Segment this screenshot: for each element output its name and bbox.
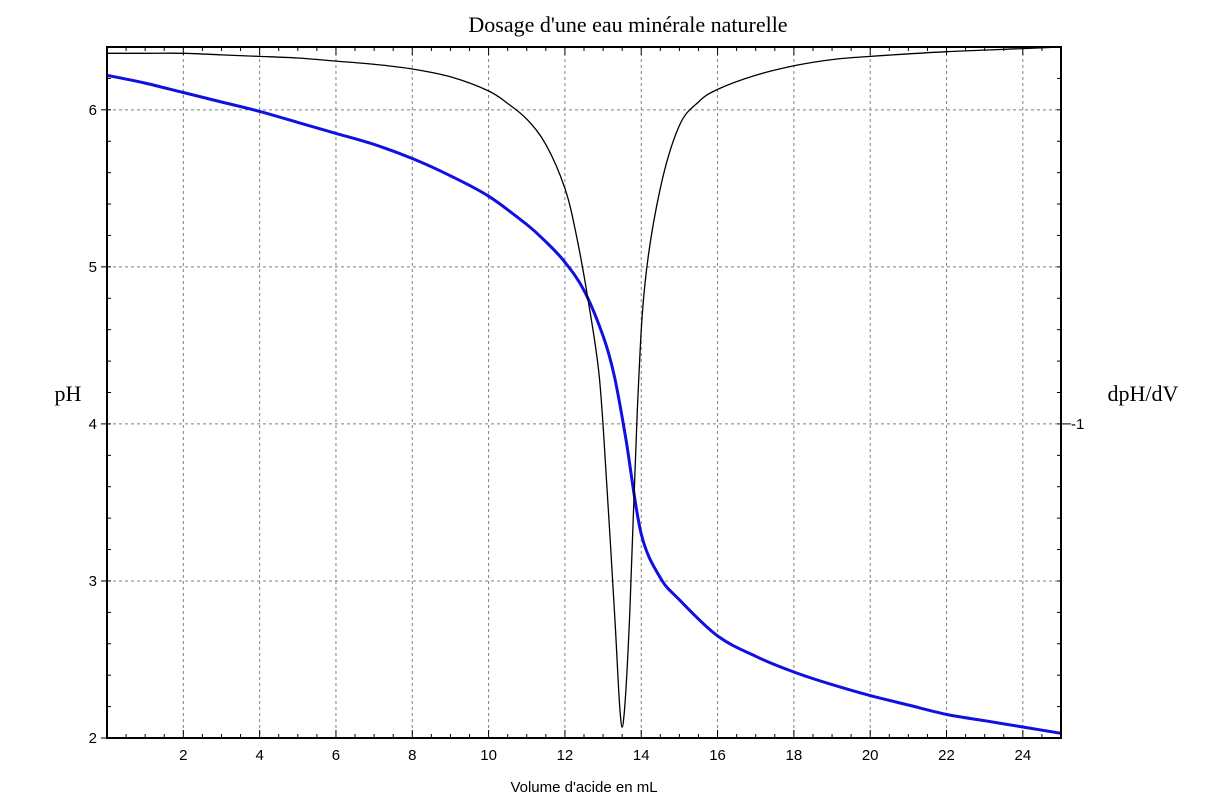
y-tick-label: 5 [89,259,97,276]
x-tick-label: 10 [480,747,497,764]
y2-axis-label: dpH/dV [1108,381,1179,406]
x-tick-label: 8 [408,747,416,764]
x-tick-label: 2 [179,747,187,764]
y-axis-label: pH [55,381,82,406]
x-tick-label: 16 [709,747,726,764]
x-tick-label: 6 [332,747,340,764]
y-tick-label: 2 [89,730,97,747]
y-tick-label: 4 [89,416,97,433]
x-tick-label: 18 [786,747,803,764]
grid [107,47,1061,739]
y2-tick-label: -1 [1071,416,1084,433]
y-tick-label: 6 [89,102,97,119]
x-axis-label: Volume d'acide en mL [510,779,657,796]
plot-frame [106,46,1062,739]
x-tick-label: 24 [1014,747,1031,764]
x-tick-label: 4 [255,747,263,764]
derivative-curve [107,46,1062,728]
x-tick-label: 14 [633,747,650,764]
ph-curve [106,73,1062,735]
x-tick-label: 12 [557,747,574,764]
chart-title: Dosage d'une eau minérale naturelle [468,12,787,37]
series-layer [106,46,1062,735]
x-tick-label: 22 [938,747,955,764]
y-tick-label: 3 [89,573,97,590]
x-tick-label: 20 [862,747,879,764]
